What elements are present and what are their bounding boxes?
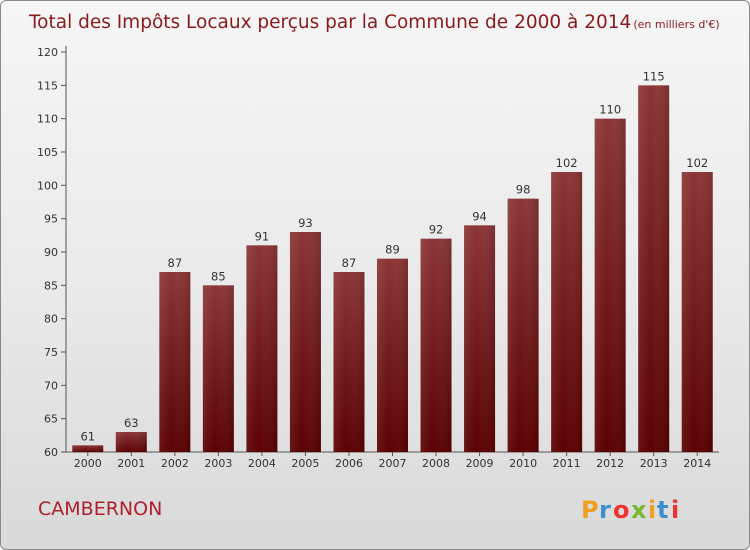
y-tick-label: 105 <box>37 146 58 159</box>
y-tick-label: 75 <box>44 346 58 359</box>
data-label: 102 <box>686 156 708 170</box>
bar-shading <box>115 432 147 452</box>
bar-shading <box>681 172 713 452</box>
data-label: 61 <box>80 429 95 443</box>
bar-shading <box>246 245 278 452</box>
bar-shading <box>551 172 583 452</box>
x-tick-label: 2011 <box>553 457 581 470</box>
data-label: 91 <box>255 229 270 243</box>
x-tick-label: 2002 <box>161 457 189 470</box>
x-tick-label: 2006 <box>335 457 363 470</box>
x-tick-label: 2008 <box>422 457 450 470</box>
data-label: 94 <box>472 209 487 223</box>
bar-shading <box>333 272 365 452</box>
x-tick-label: 2013 <box>640 457 668 470</box>
proxiti-logo: P r o x i t i <box>581 496 679 524</box>
y-tick-label: 110 <box>37 113 58 126</box>
x-tick-label: 2009 <box>466 457 494 470</box>
svg-text:i: i <box>648 496 656 524</box>
svg-text:x: x <box>631 496 647 524</box>
x-tick-label: 2001 <box>117 457 145 470</box>
bar-shading <box>202 285 234 452</box>
svg-text:i: i <box>671 496 679 524</box>
svg-text:r: r <box>599 496 611 524</box>
bar-shading <box>159 272 191 452</box>
data-label: 87 <box>342 256 357 270</box>
data-label: 87 <box>168 256 183 270</box>
svg-text:o: o <box>613 496 630 524</box>
commune-name: CAMBERNON <box>38 498 162 520</box>
data-label: 102 <box>556 156 578 170</box>
bar-shading <box>594 118 626 453</box>
x-tick-label: 2014 <box>683 457 711 470</box>
x-tick-label: 2003 <box>204 457 232 470</box>
svg-text:P: P <box>581 496 599 524</box>
y-tick-label: 65 <box>44 413 58 426</box>
data-label: 98 <box>516 183 531 197</box>
y-tick-label: 60 <box>44 446 58 459</box>
value-labels: 61 63 87 85 91 93 87 89 92 94 98 102 110 115 102 <box>80 69 708 443</box>
data-label: 92 <box>429 223 444 237</box>
y-tick-label: 95 <box>44 213 58 226</box>
x-tick-label: 2007 <box>379 457 407 470</box>
y-tick-label: 120 <box>37 46 58 59</box>
data-label: 63 <box>124 416 139 430</box>
y-tick-label: 85 <box>44 279 58 292</box>
bar-shading <box>72 445 104 452</box>
data-label: 115 <box>643 69 665 83</box>
bar-shading <box>420 238 452 452</box>
svg-text:t: t <box>657 496 668 524</box>
bar-shading <box>289 232 321 452</box>
data-label: 89 <box>385 243 400 257</box>
y-tick-label: 90 <box>44 246 58 259</box>
data-label: 110 <box>599 103 621 117</box>
x-tick-label: 2012 <box>596 457 624 470</box>
x-tick-label: 2005 <box>291 457 319 470</box>
axes: 60 65 70 75 80 85 90 95 100 105 110 115 120 2000 2001 2… <box>37 46 719 470</box>
data-label: 93 <box>298 216 313 230</box>
bar-shading <box>507 198 539 452</box>
x-tick-label: 2004 <box>248 457 276 470</box>
y-tick-label: 115 <box>37 79 58 92</box>
x-tick-label: 2010 <box>509 457 537 470</box>
data-label: 85 <box>211 269 226 283</box>
bar-shading <box>377 258 408 452</box>
y-tick-label: 100 <box>37 179 58 192</box>
chart-title: Total des Impôts Locaux perçus par la Co… <box>28 12 720 33</box>
y-tick-label: 80 <box>44 313 58 326</box>
bars <box>72 85 713 453</box>
x-tick-label: 2000 <box>74 457 102 470</box>
bar-shading <box>464 225 496 452</box>
y-tick-label: 70 <box>44 379 58 392</box>
bar-shading <box>638 85 670 452</box>
